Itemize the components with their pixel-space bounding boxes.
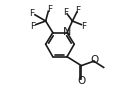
Text: F: F: [31, 22, 36, 31]
Text: F: F: [63, 8, 68, 17]
Text: F: F: [47, 5, 52, 14]
Text: F: F: [75, 6, 80, 15]
Text: F: F: [29, 9, 34, 18]
Text: O: O: [90, 55, 98, 65]
Text: N: N: [63, 27, 71, 37]
Text: O: O: [77, 76, 85, 86]
Text: F: F: [81, 22, 87, 31]
